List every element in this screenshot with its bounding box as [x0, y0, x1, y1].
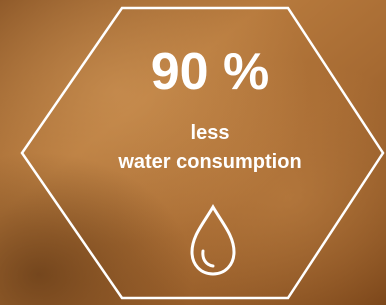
caption-line: less	[191, 122, 230, 144]
caption-line: water consumption	[117, 151, 301, 173]
headline: 90 %	[151, 43, 270, 101]
infographic: 90 % less water consumption	[0, 0, 386, 305]
